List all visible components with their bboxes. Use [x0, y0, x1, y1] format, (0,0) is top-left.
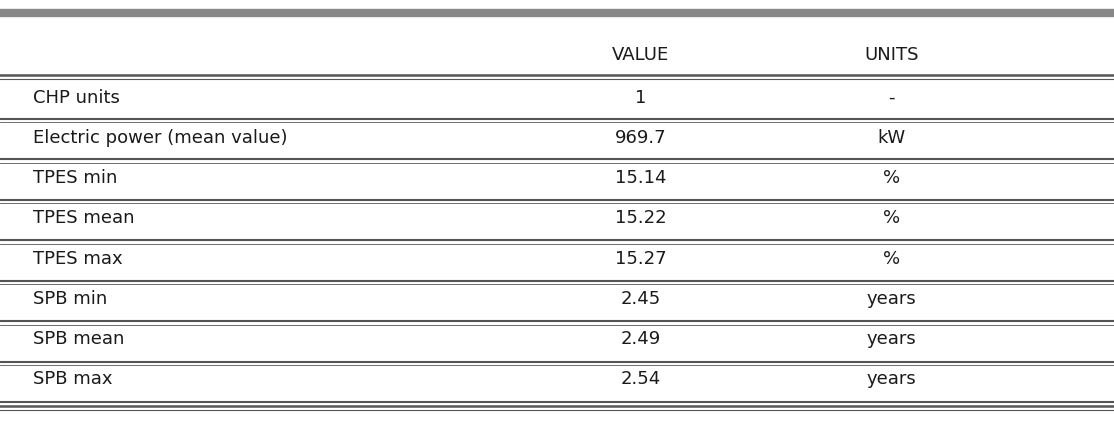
Text: TPES max: TPES max: [33, 249, 123, 268]
Text: -: -: [888, 89, 895, 107]
Text: 2.49: 2.49: [620, 330, 661, 348]
Text: SPB max: SPB max: [33, 370, 113, 388]
Text: %: %: [882, 249, 900, 268]
Text: years: years: [867, 290, 916, 308]
Text: 15.22: 15.22: [615, 209, 666, 228]
Text: 15.14: 15.14: [615, 169, 666, 187]
Text: UNITS: UNITS: [864, 45, 918, 64]
Text: SPB min: SPB min: [33, 290, 108, 308]
Text: years: years: [867, 370, 916, 388]
Text: 1: 1: [635, 89, 646, 107]
Text: kW: kW: [877, 129, 906, 147]
Text: VALUE: VALUE: [612, 45, 670, 64]
Text: 969.7: 969.7: [615, 129, 666, 147]
Text: %: %: [882, 209, 900, 228]
Text: SPB mean: SPB mean: [33, 330, 125, 348]
Text: CHP units: CHP units: [33, 89, 120, 107]
Text: TPES min: TPES min: [33, 169, 118, 187]
Text: 2.54: 2.54: [620, 370, 661, 388]
Text: Electric power (mean value): Electric power (mean value): [33, 129, 287, 147]
Text: %: %: [882, 169, 900, 187]
Text: years: years: [867, 330, 916, 348]
Text: 2.45: 2.45: [620, 290, 661, 308]
Text: TPES mean: TPES mean: [33, 209, 135, 228]
Text: 15.27: 15.27: [615, 249, 666, 268]
